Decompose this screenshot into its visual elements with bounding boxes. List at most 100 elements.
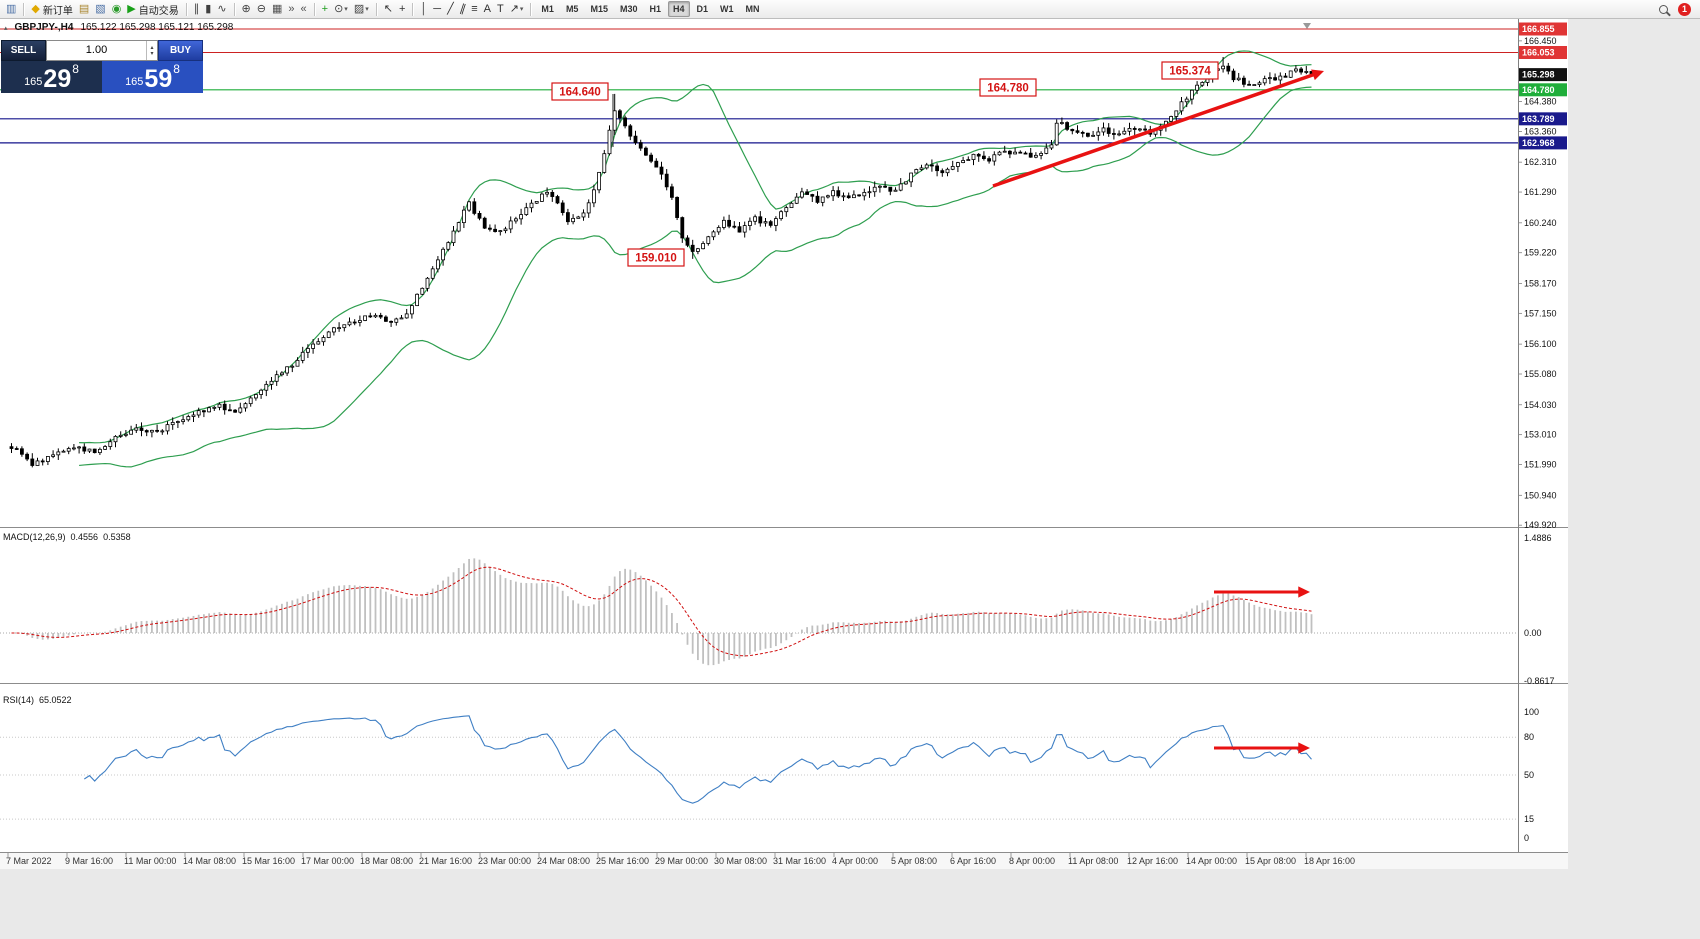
svg-text:156.100: 156.100: [1524, 339, 1557, 349]
buy-button[interactable]: BUY: [158, 40, 203, 61]
price-annotation: 164.780: [979, 78, 1037, 97]
svg-text:6 Apr 16:00: 6 Apr 16:00: [950, 856, 996, 866]
cursor-tool-icon-glyph: ↖: [383, 3, 393, 15]
chart-ohlc-values: 165.122 165.298 165.121 165.298: [80, 22, 234, 33]
price-axis-flag: 164.780: [1519, 83, 1567, 97]
buy-price-sup: 8: [173, 62, 180, 76]
timeframe-m5-button[interactable]: M5: [565, 4, 579, 14]
indicators-icon-glyph: +: [321, 3, 329, 15]
fibonacci-tool-icon[interactable]: ≡: [469, 1, 479, 17]
svg-text:158.170: 158.170: [1524, 278, 1557, 288]
chart-title: ▴ GBPJPY-,H4 165.122 165.298 165.121 165…: [4, 22, 233, 33]
vertical-line-tool-icon[interactable]: │: [418, 1, 429, 17]
templates-dropdown-caret: ▾: [365, 6, 369, 13]
vertical-line-tool-icon-glyph: │: [420, 3, 428, 15]
tile-windows-icon-glyph: ▦: [271, 3, 283, 15]
timeframe-w1-button[interactable]: W1: [720, 4, 734, 14]
svg-text:150.940: 150.940: [1524, 490, 1557, 500]
ohlc-bars-icon[interactable]: ∥: [192, 1, 202, 17]
new-order-button[interactable]: ◆ 新订单: [29, 1, 74, 17]
sell-price[interactable]: 165 29 8: [1, 61, 102, 93]
timeframe-h4-button[interactable]: H4: [668, 1, 690, 17]
sell-button[interactable]: SELL: [1, 40, 46, 61]
svg-text:24 Mar 08:00: 24 Mar 08:00: [537, 856, 590, 866]
svg-text:8 Apr 00:00: 8 Apr 00:00: [1009, 856, 1055, 866]
svg-text:31 Mar 16:00: 31 Mar 16:00: [773, 856, 826, 866]
time-axis: 7 Mar 2022 9 Mar 16:00 11 Mar 00:00 14 Mar …: [6, 853, 1355, 866]
svg-text:11 Mar 00:00: 11 Mar 00:00: [124, 856, 176, 866]
autotrading-button[interactable]: ▶ 自动交易: [125, 1, 180, 17]
zoom-out-icon[interactable]: ⊖: [255, 1, 268, 17]
channel-tool-icon[interactable]: ∥: [455, 0, 469, 18]
data-window-icon[interactable]: ▧: [93, 1, 107, 17]
zoom-out-icon-glyph: ⊖: [256, 3, 266, 15]
volume-down-icon[interactable]: ▾: [150, 50, 154, 57]
timeframe-d1-button[interactable]: D1: [696, 4, 709, 14]
svg-text:159.220: 159.220: [1524, 248, 1557, 258]
text-tool-icon[interactable]: A: [482, 1, 493, 17]
volume-up-icon[interactable]: ▴: [150, 44, 154, 51]
crosshair-tool-icon-glyph: +: [398, 3, 406, 15]
trendline-tool-icon-glyph: ╱: [447, 3, 454, 15]
volume-value[interactable]: 1.00: [85, 44, 108, 56]
toolbar-separator: [23, 2, 25, 16]
timeframe-mn-button[interactable]: MN: [745, 4, 760, 14]
chart-canvas[interactable]: 166.450 164.380 163.360 162.310 161.290 160.2…: [0, 19, 1568, 869]
zoom-in-icon[interactable]: ⊕: [240, 1, 253, 17]
search-icon[interactable]: [1659, 4, 1668, 14]
svg-text:161.290: 161.290: [1524, 187, 1557, 197]
toolbar-right: 1: [1659, 2, 1697, 16]
svg-text:17 Mar 00:00: 17 Mar 00:00: [301, 856, 354, 866]
one-click-toggle-icon[interactable]: ▴: [4, 24, 8, 32]
buy-price[interactable]: 165 59 8: [102, 61, 203, 93]
arrows-tool-dropdown[interactable]: ↗ ▾: [508, 1, 526, 17]
auto-scroll-icon[interactable]: »: [286, 1, 296, 17]
arrows-tool-dropdown-caret: ▾: [519, 6, 524, 13]
line-chart-icon[interactable]: ∿: [215, 1, 228, 17]
timeframe-m1-button[interactable]: M1: [541, 4, 554, 14]
toolbar-groups: ▥ ◆ 新订单 ▤ ▧ ◉ ▶ 自动交易 ∥ ▮ ∿ ⊕ ⊖ ▦» «+ ⊙ ▾ ▨ ▾ ↖ + │ ─ ╱ ∥ ≡ A T ↗ ▾ M1 M…: [3, 0, 766, 19]
crosshair-tool-icon[interactable]: +: [397, 1, 407, 17]
svg-text:21 Mar 16:00: 21 Mar 16:00: [419, 856, 472, 866]
label-tool-icon[interactable]: T: [495, 1, 506, 17]
text-tool-icon-glyph: A: [483, 3, 491, 15]
svg-text:164.380: 164.380: [1524, 97, 1557, 107]
chart-shift-icon[interactable]: «: [299, 1, 309, 17]
hlines-layer: [0, 28, 1518, 144]
volume-field[interactable]: 1.00 ▴ ▾: [46, 40, 158, 61]
price-axis-flag: 166.053: [1519, 45, 1567, 59]
rsi-line: [84, 715, 1312, 804]
horizontal-line-tool-icon[interactable]: ─: [431, 1, 443, 17]
tile-windows-icon[interactable]: ▦: [270, 1, 284, 17]
indicators-icon[interactable]: +: [320, 1, 330, 17]
market-watch-icon-glyph: ▤: [78, 3, 90, 15]
label-tool-icon-glyph: T: [496, 3, 504, 15]
timeframe-h1-button[interactable]: H1: [649, 4, 661, 14]
toolbar-separator: [185, 2, 187, 16]
svg-text:18 Mar 08:00: 18 Mar 08:00: [360, 856, 413, 866]
templates-dropdown[interactable]: ▨ ▾: [352, 1, 371, 17]
candlestick-chart-icon[interactable]: ▮: [203, 1, 213, 17]
autotrading-button-glyph: ▶: [127, 3, 136, 15]
svg-text:0: 0: [1524, 833, 1529, 843]
cursor-tool-icon[interactable]: ↖: [382, 1, 395, 17]
timeframe-m30-button[interactable]: M30: [619, 4, 638, 14]
timeframe-m15-button[interactable]: M15: [590, 4, 608, 14]
info-icon[interactable]: ◉: [110, 1, 124, 17]
svg-text:80: 80: [1524, 732, 1534, 742]
trendline-tool-icon[interactable]: ╱: [445, 1, 456, 17]
main-toolbar: ▥ ◆ 新订单 ▤ ▧ ◉ ▶ 自动交易 ∥ ▮ ∿ ⊕ ⊖ ▦» «+ ⊙ ▾ ▨ ▾ ↖ + │ ─ ╱ ∥ ≡ A T ↗ ▾ M1 M…: [0, 0, 1700, 19]
svg-text:164.780: 164.780: [987, 83, 1029, 95]
bollinger-upper: [79, 50, 1312, 444]
data-window-icon-glyph: ▧: [95, 3, 106, 15]
info-icon-glyph: ◉: [111, 3, 122, 15]
svg-text:151.990: 151.990: [1524, 460, 1557, 470]
chart-window: 166.450 164.380 163.360 162.310 161.290 160.2…: [0, 19, 1568, 869]
panel-borders: [0, 19, 1568, 853]
notification-badge[interactable]: 1: [1678, 2, 1691, 16]
fibonacci-tool-icon-glyph: ≡: [471, 3, 478, 15]
periods-dropdown[interactable]: ⊙ ▾: [332, 1, 350, 17]
svg-text:165.374: 165.374: [1169, 66, 1211, 78]
toolbar-separator: [412, 2, 414, 16]
market-watch-icon[interactable]: ▤: [77, 1, 91, 17]
